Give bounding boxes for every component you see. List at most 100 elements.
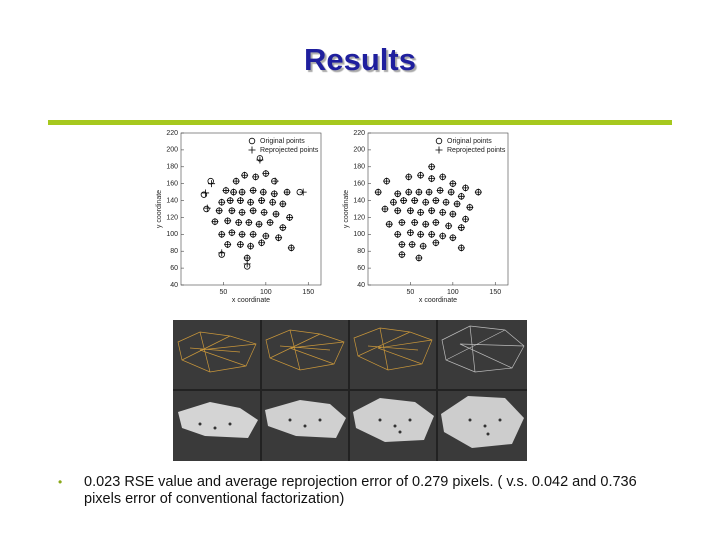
x-axis-label: x coordinate [232,297,270,304]
point-reprojected [224,240,232,248]
scatter-plot: 40 60 80 100 120 140 160 180 200 220 50 100 150 x coo… [343,130,509,304]
point-reprojected [432,197,440,205]
point-reprojected [411,219,419,227]
legend-label: Reprojected points [447,147,506,154]
point-reprojected [235,219,243,227]
point-reprojected [218,230,226,238]
point-reprojected [449,234,457,242]
y-tick-label: 160 [166,181,178,188]
point-reprojected [374,188,382,196]
point-reprojected [202,189,210,197]
point-reprojected [271,177,279,185]
point-reprojected [259,188,267,196]
point-reprojected [457,244,465,252]
point-reprojected [394,190,402,198]
y-tick-label: 200 [166,147,178,154]
point-reprojected [400,197,408,205]
y-tick-label: 160 [353,181,365,188]
point-reprojected [243,260,251,268]
point-reprojected [428,230,436,238]
point-reprojected [218,198,226,206]
point-reprojected [447,188,455,196]
point-reprojected [241,171,249,179]
legend-box [245,135,319,155]
x-tick-label: 150 [302,289,314,296]
point-reprojected [270,190,278,198]
point-reprojected [394,230,402,238]
point-reprojected [228,229,236,237]
point-reprojected [230,188,238,196]
y-tick-label: 220 [166,130,178,137]
point-reprojected [466,203,474,211]
point-reprojected [462,184,470,192]
point-reprojected [299,188,307,196]
point-reprojected [474,188,482,196]
point-reprojected [406,229,414,237]
point-reprojected [398,240,406,248]
point-reprojected [247,242,255,250]
point-reprojected [283,188,291,196]
point-reprojected [226,197,234,205]
legend-label: Original points [260,138,305,145]
point-reprojected [287,244,295,252]
point-reprojected [425,188,433,196]
point-reprojected [266,219,274,227]
point-reprojected [398,219,406,227]
point-reprojected [419,242,427,250]
point-reprojected [262,232,270,240]
legend-box [432,135,506,155]
legend-marker [435,137,443,145]
point-reprojected [428,163,436,171]
point-original [203,205,210,213]
x-tick-label: 50 [407,289,415,296]
point-reprojected [245,219,253,227]
point-reprojected [238,230,246,238]
point-reprojected [272,210,280,218]
point-reprojected [258,197,266,205]
point-reprojected [422,198,430,206]
point-reprojected [457,224,465,232]
y-tick-label: 40 [357,282,365,289]
point-reprojected [408,240,416,248]
point-reprojected [255,220,263,228]
point-reprojected [428,207,436,215]
point-reprojected [398,251,406,259]
point-reprojected [439,232,447,240]
point-reprojected [381,205,389,213]
point-reprojected [211,218,219,226]
point-reprojected [436,186,444,194]
point-reprojected [208,180,216,188]
point-reprojected [222,186,230,194]
y-tick-label: 100 [353,231,365,238]
legend-label: Reprojected points [260,147,319,154]
legend-marker [248,146,256,154]
y-tick-label: 80 [357,248,365,255]
point-reprojected [385,220,393,228]
x-tick-label: 100 [260,289,272,296]
point-reprojected [417,171,425,179]
point-reprojected [256,156,264,164]
y-tick-label: 40 [170,282,178,289]
point-reprojected [249,186,257,194]
point-reprojected [275,234,283,242]
y-tick-label: 220 [353,130,365,137]
point-reprojected [449,180,457,188]
point-reprojected [405,188,413,196]
point-reprojected [279,200,287,208]
point-reprojected [249,230,257,238]
y-tick-label: 140 [166,197,178,204]
point-reprojected [422,220,430,228]
point-reprojected [417,230,425,238]
point-reprojected [236,197,244,205]
point-reprojected [439,173,447,181]
point-reprojected [428,175,436,183]
y-tick-label: 120 [166,214,178,221]
point-reprojected [457,192,465,200]
y-tick-label: 100 [166,231,178,238]
x-tick-label: 150 [489,289,501,296]
point-reprojected [432,239,440,247]
point-reprojected [417,208,425,216]
point-reprojected [383,177,391,185]
y-tick-label: 200 [353,147,365,154]
